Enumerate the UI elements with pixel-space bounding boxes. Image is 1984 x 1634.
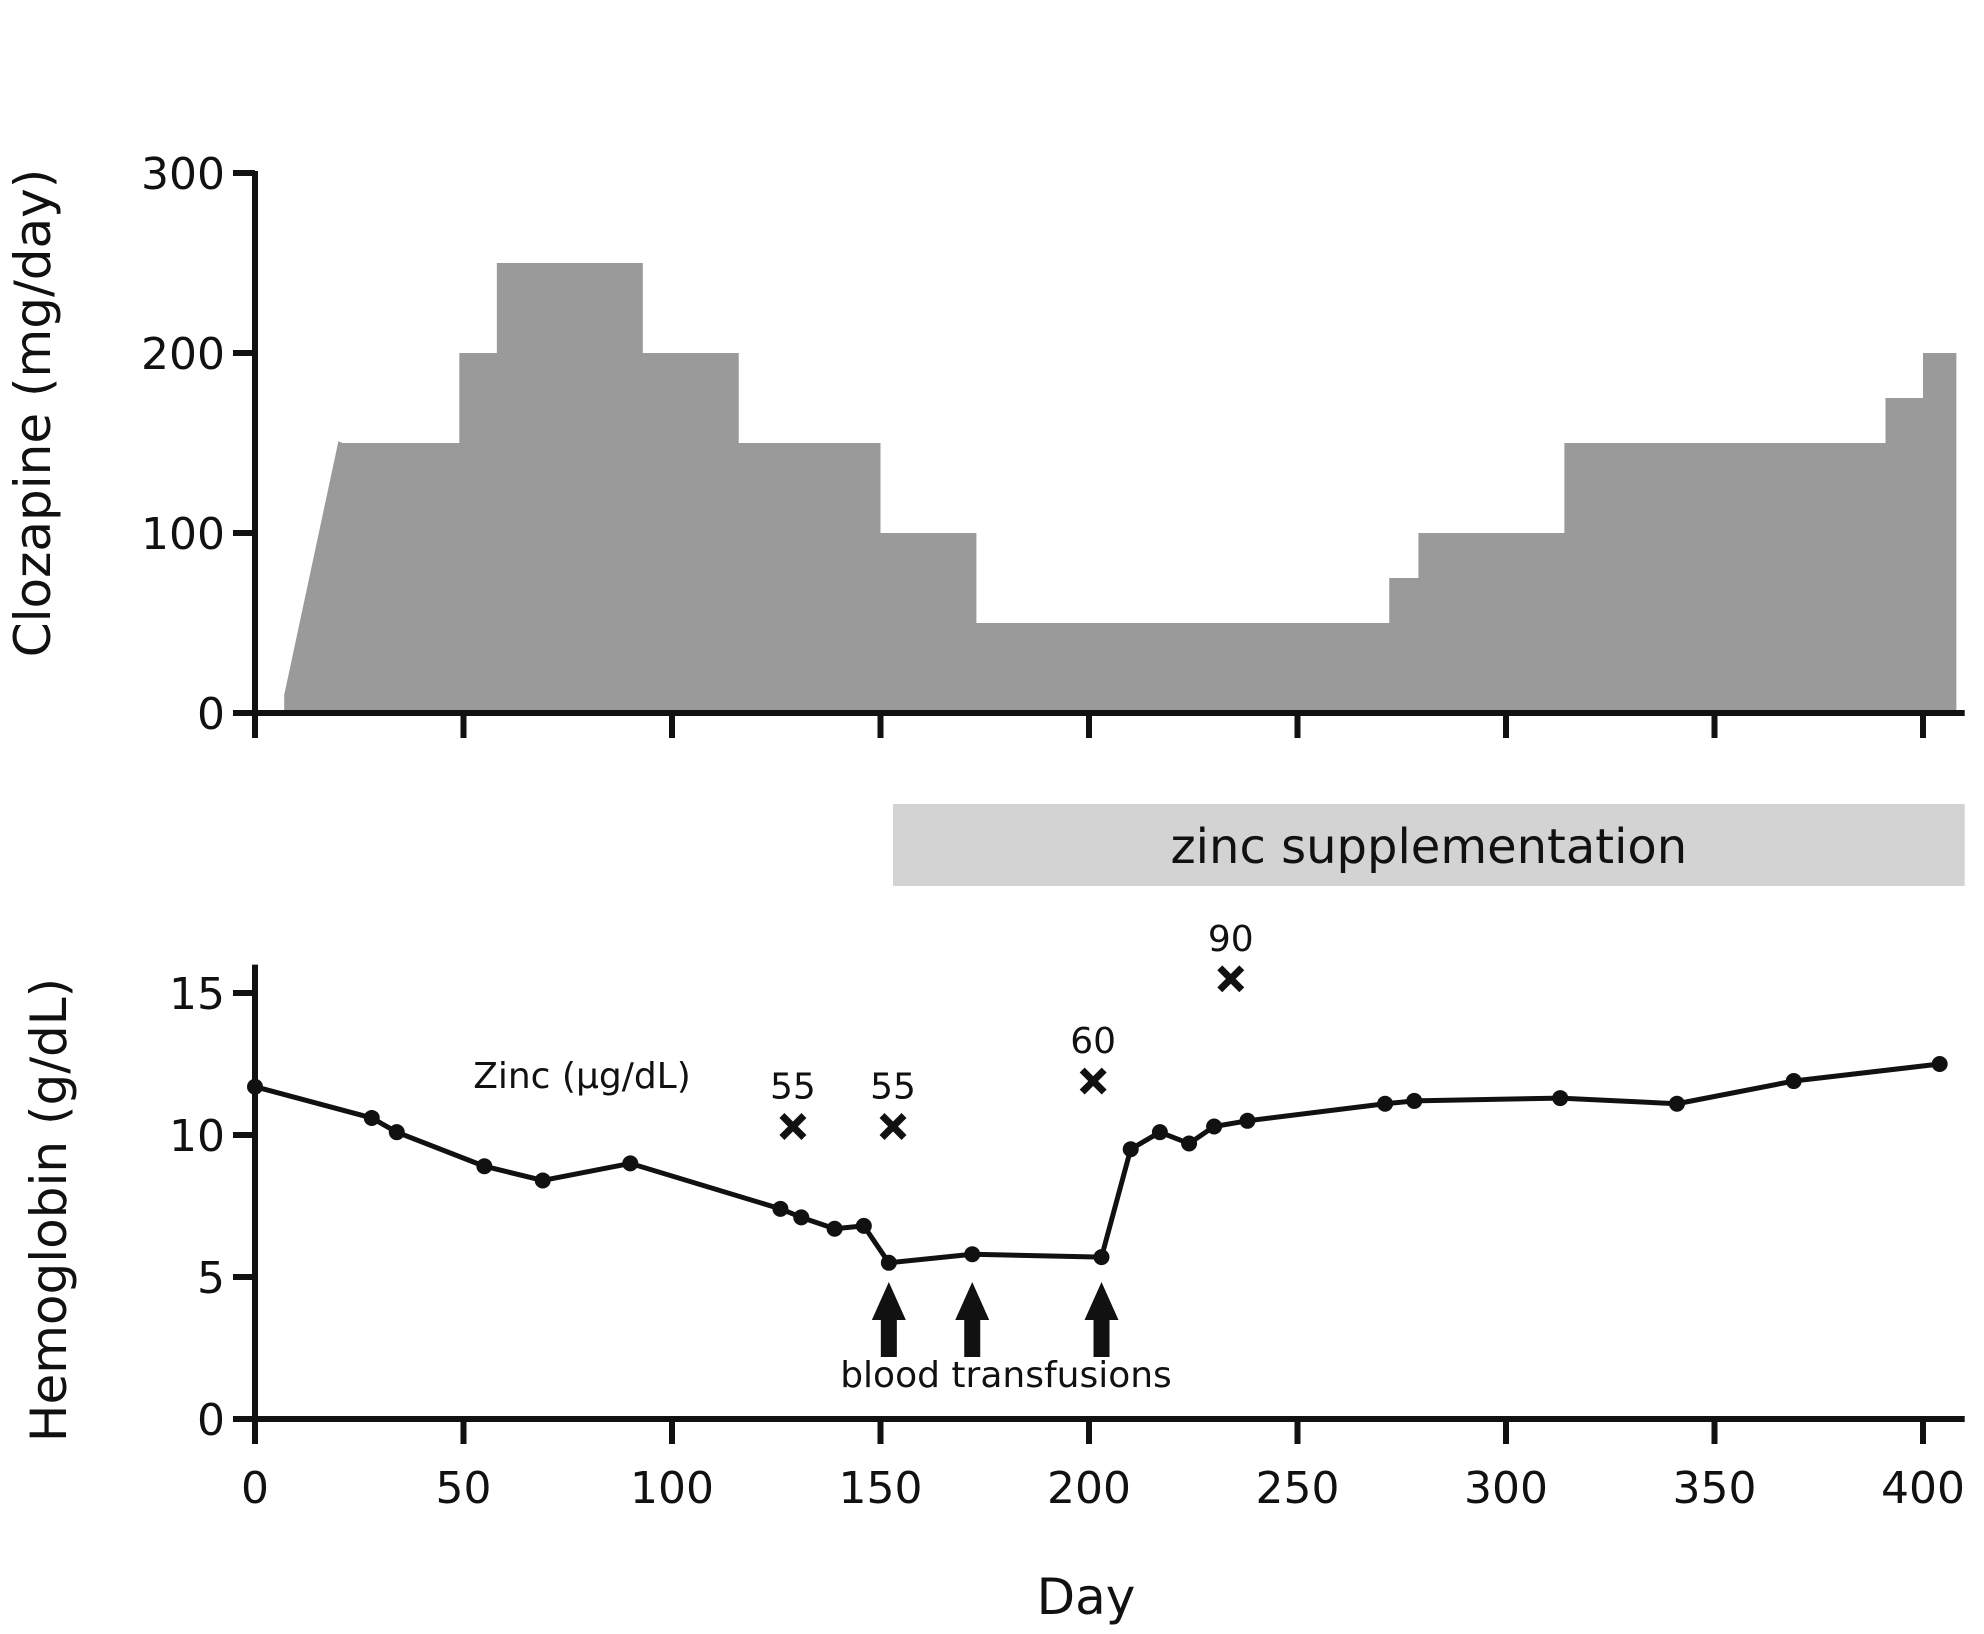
clozapine-axes: 0 100 200 300: [141, 149, 1965, 740]
hemoglobin-y-tick-label: 10: [169, 1111, 225, 1162]
clozapine-panel: 0 100 200 300 Clozapine (mg/day): [4, 149, 1965, 740]
hemoglobin-point: [1206, 1118, 1223, 1135]
x-tick-label: 350: [1673, 1463, 1757, 1514]
hemoglobin-point: [880, 1254, 897, 1271]
hemoglobin-point: [622, 1155, 639, 1172]
hemoglobin-point: [1181, 1135, 1198, 1152]
x-tick-label: 250: [1256, 1463, 1340, 1514]
blood-transfusions-label: blood transfusions: [840, 1355, 1172, 1396]
zinc-marker-stroke: [779, 1113, 807, 1140]
hemoglobin-point: [855, 1217, 872, 1234]
zinc-marker: [879, 1113, 907, 1140]
zinc-supplementation-band: zinc supplementation: [893, 804, 1965, 886]
blood-transfusion-arrows: [871, 1282, 1119, 1357]
x-tick-label: 200: [1047, 1463, 1131, 1514]
x-tick-label: 0: [241, 1463, 269, 1514]
hemoglobin-y-tick-label: 0: [197, 1395, 225, 1446]
zinc-supplementation-bar: [893, 804, 1965, 886]
clozapine-y-tick-label: 100: [141, 509, 225, 560]
hemoglobin-point: [1552, 1090, 1569, 1107]
hemoglobin-point: [388, 1124, 405, 1141]
zinc-supplementation-label: zinc supplementation: [1170, 819, 1687, 875]
zinc-value-label: 55: [870, 1066, 916, 1107]
zinc-marker: [1079, 1067, 1107, 1095]
hemoglobin-line: [254, 1061, 1940, 1266]
transfusion-arrow: [1084, 1282, 1119, 1357]
hemoglobin-point: [1122, 1141, 1139, 1158]
zinc-measurements: 55 55 60 90: [770, 919, 1254, 1140]
hemoglobin-point: [1239, 1112, 1256, 1129]
hemoglobin-point: [1151, 1124, 1168, 1141]
hemoglobin-points: [247, 1056, 1948, 1271]
hemoglobin-point: [247, 1078, 263, 1095]
clozapine-y-tick-label: 0: [197, 689, 225, 740]
clozapine-y-axis-title: Clozapine (mg/day): [4, 169, 62, 658]
hemoglobin-point: [1093, 1249, 1110, 1266]
clozapine-dose-area: [284, 263, 1957, 713]
hemoglobin-point: [1931, 1056, 1948, 1072]
x-tick-label: 100: [630, 1463, 714, 1514]
hemoglobin-point: [534, 1172, 551, 1189]
zinc-value-label: 60: [1070, 1021, 1116, 1062]
hemoglobin-point: [1377, 1095, 1394, 1112]
clozapine-y-tick-label: 200: [141, 329, 225, 380]
zinc-value-label: 90: [1208, 919, 1254, 960]
transfusion-arrow: [871, 1282, 906, 1357]
transfusion-arrow: [955, 1282, 990, 1357]
zinc-marker: [1217, 965, 1245, 993]
hemoglobin-point: [1406, 1092, 1423, 1109]
zinc-marker-stroke: [879, 1113, 907, 1140]
hemoglobin-y-axis-title: Hemoglobin (g/dL): [20, 978, 78, 1442]
hemoglobin-point: [363, 1109, 380, 1126]
zinc-value-label: 55: [770, 1066, 816, 1107]
zinc-marker: [779, 1113, 807, 1140]
x-tick-label: 150: [839, 1463, 923, 1514]
hemoglobin-y-tick-label: 15: [169, 969, 225, 1020]
hemoglobin-point: [964, 1246, 981, 1263]
hemoglobin-point: [476, 1158, 493, 1175]
hemoglobin-point: [826, 1220, 843, 1237]
zinc-measurement-label: Zinc (μg/dL): [473, 1056, 691, 1097]
x-tick-label: 400: [1881, 1463, 1965, 1514]
hemoglobin-y-tick-label: 5: [197, 1253, 225, 1304]
zinc-marker-stroke: [1217, 965, 1245, 993]
zinc-marker-stroke: [1079, 1067, 1107, 1095]
hemoglobin-point: [1668, 1095, 1685, 1112]
hemoglobin-point: [772, 1200, 789, 1217]
x-tick-label: 50: [436, 1463, 492, 1514]
x-tick-label: 300: [1464, 1463, 1548, 1514]
x-axis-title: Day: [1037, 1568, 1136, 1626]
clozapine-y-tick-label: 300: [141, 149, 225, 200]
hemoglobin-point: [1785, 1073, 1802, 1090]
hemoglobin-point: [793, 1209, 810, 1226]
